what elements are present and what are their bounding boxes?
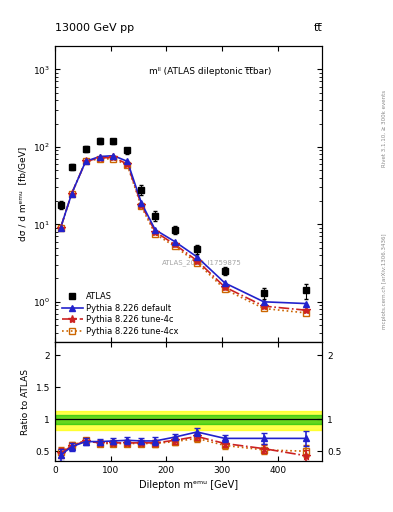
Text: 13000 GeV pp: 13000 GeV pp [55, 23, 134, 33]
Legend: ATLAS, Pythia 8.226 default, Pythia 8.226 tune-4c, Pythia 8.226 tune-4cx: ATLAS, Pythia 8.226 default, Pythia 8.22… [59, 290, 181, 338]
Bar [55, 411, 322, 430]
Y-axis label: dσ / d mᵉᵐᵘ  [fb/GeV]: dσ / d mᵉᵐᵘ [fb/GeV] [18, 147, 28, 241]
Text: mˡˡ (ATLAS dileptonic t̅t̅bar): mˡˡ (ATLAS dileptonic t̅t̅bar) [149, 67, 271, 76]
Bar [55, 415, 322, 423]
Y-axis label: Ratio to ATLAS: Ratio to ATLAS [21, 369, 30, 435]
Text: Rivet 3.1.10, ≥ 300k events: Rivet 3.1.10, ≥ 300k events [382, 90, 387, 166]
Text: tt̅: tt̅ [314, 23, 322, 33]
Text: mcplots.cern.ch [arXiv:1306.3436]: mcplots.cern.ch [arXiv:1306.3436] [382, 234, 387, 329]
Text: ATLAS_2019_I1759875: ATLAS_2019_I1759875 [162, 260, 242, 266]
X-axis label: Dilepton mᵉᵐᵘ [GeV]: Dilepton mᵉᵐᵘ [GeV] [139, 480, 238, 490]
